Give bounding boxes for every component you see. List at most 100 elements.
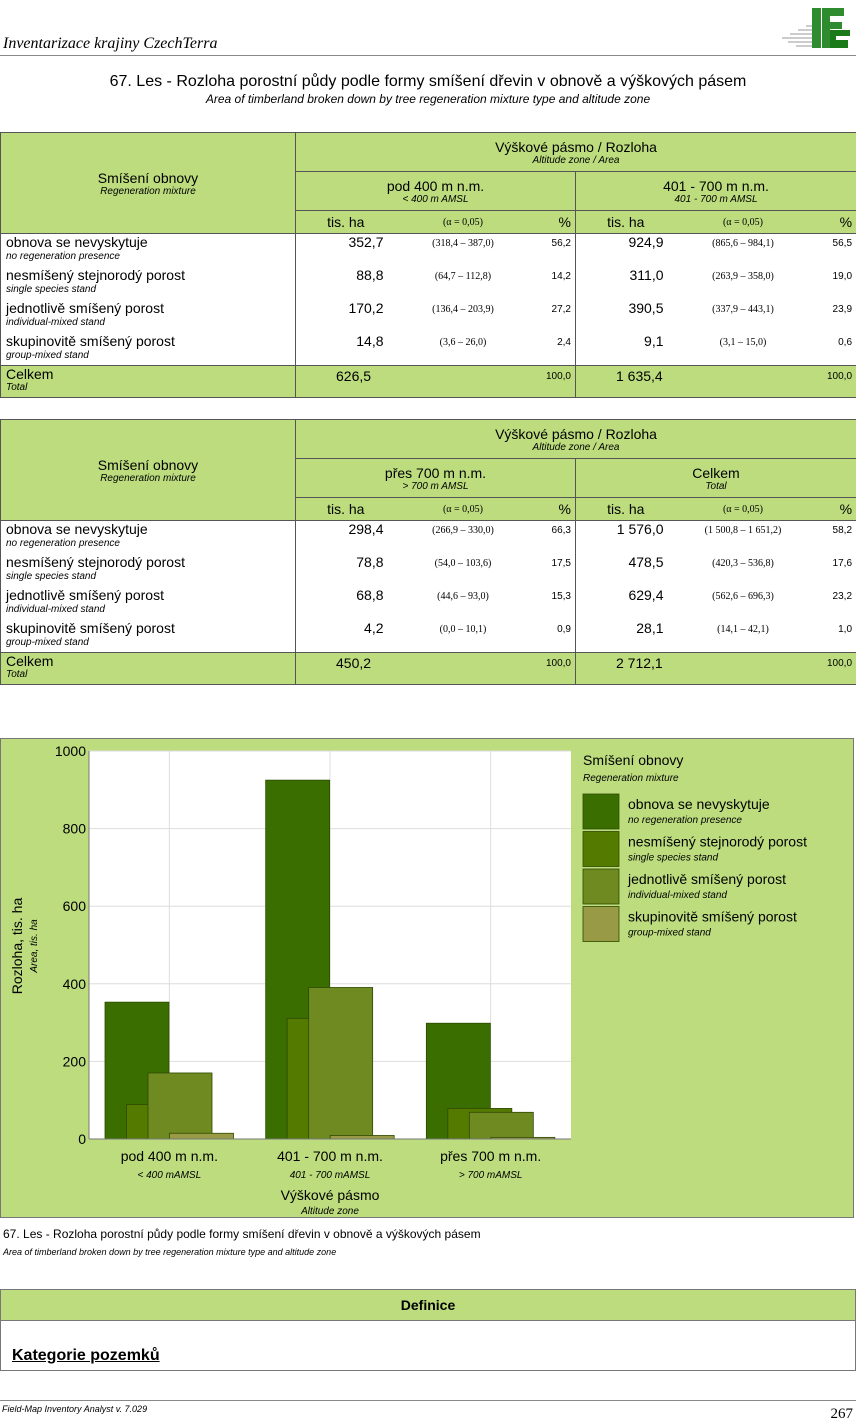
bar-4-1 bbox=[170, 1133, 234, 1139]
software-version: Field-Map Inventory Analyst v. 7.029 bbox=[2, 1404, 147, 1414]
percent-value: 15,3 bbox=[531, 587, 576, 620]
confidence-interval: (337,9 – 443,1) bbox=[676, 300, 811, 333]
y-tick-label: 0 bbox=[78, 1131, 86, 1147]
header-divider bbox=[0, 55, 856, 56]
zone-header: 401 - 700 m n.m.401 - 700 m AMSL bbox=[576, 172, 856, 211]
confidence-interval: (3,6 – 26,0) bbox=[396, 333, 531, 366]
x-axis-title-en: Altitude zone bbox=[300, 1206, 359, 1217]
area-value: 4,2 bbox=[296, 620, 396, 653]
chart-caption: 67. Les - Rozloha porostní půdy podle fo… bbox=[3, 1227, 481, 1241]
legend-label-en: single species stand bbox=[628, 853, 718, 864]
percent-value: 23,9 bbox=[811, 300, 856, 333]
area-value: 14,8 bbox=[296, 333, 396, 366]
percent-header: % bbox=[531, 211, 576, 234]
confidence-interval: (865,6 – 984,1) bbox=[676, 234, 811, 267]
total-percent: 100,0 bbox=[827, 371, 852, 382]
x-axis-title: Výškové pásmo bbox=[281, 1187, 380, 1203]
total-percent: 100,0 bbox=[827, 658, 852, 669]
legend-swatch bbox=[583, 869, 619, 904]
x-tick-label: pod 400 m n.m. bbox=[121, 1148, 218, 1164]
alpha-header: (α = 0,05) bbox=[396, 211, 531, 234]
total-value: 1 635,4 bbox=[616, 368, 663, 384]
total-percent: 100,0 bbox=[546, 371, 571, 382]
y-tick-label: 800 bbox=[63, 821, 87, 837]
footer-divider bbox=[0, 1400, 856, 1401]
confidence-interval: (266,9 – 330,0) bbox=[396, 521, 531, 554]
x-tick-label: přes 700 m n.m. bbox=[440, 1148, 541, 1164]
bar-3-3 bbox=[469, 1112, 533, 1139]
legend-title: Smíšení obnovy bbox=[583, 752, 683, 768]
legend-label-en: no regeneration presence bbox=[628, 815, 742, 826]
percent-value: 56,2 bbox=[531, 234, 576, 267]
ifer-logo bbox=[758, 2, 852, 52]
percent-value: 58,2 bbox=[811, 521, 856, 554]
percent-value: 19,0 bbox=[811, 267, 856, 300]
legend-title-en: Regeneration mixture bbox=[583, 773, 679, 784]
percent-value: 23,2 bbox=[811, 587, 856, 620]
legend-label-en: individual-mixed stand bbox=[628, 890, 727, 901]
confidence-interval: (0,0 – 10,1) bbox=[396, 620, 531, 653]
confidence-interval: (263,9 – 358,0) bbox=[676, 267, 811, 300]
area-value: 352,7 bbox=[296, 234, 396, 267]
y-tick-label: 1000 bbox=[55, 743, 86, 759]
percent-value: 14,2 bbox=[531, 267, 576, 300]
unit-header: tis. ha bbox=[576, 498, 676, 521]
y-tick-label: 600 bbox=[63, 898, 87, 914]
y-tick-label: 400 bbox=[63, 976, 87, 992]
legend-label-en: group-mixed stand bbox=[628, 928, 711, 939]
percent-header: % bbox=[811, 498, 856, 521]
chart-caption-en: Area of timberland broken down by tree r… bbox=[3, 1247, 336, 1257]
legend-label: skupinovitě smíšený porost bbox=[628, 909, 797, 925]
alpha-header: (α = 0,05) bbox=[676, 211, 811, 234]
area-value: 28,1 bbox=[576, 620, 676, 653]
area-value: 1 576,0 bbox=[576, 521, 676, 554]
unit-header: tis. ha bbox=[296, 211, 396, 234]
x-tick-label: 401 - 700 m n.m. bbox=[277, 1148, 383, 1164]
zone-header: pod 400 m n.m.< 400 m AMSL bbox=[296, 172, 576, 211]
unit-header: tis. ha bbox=[296, 498, 396, 521]
percent-header: % bbox=[531, 498, 576, 521]
legend-swatch bbox=[583, 794, 619, 829]
confidence-interval: (136,4 – 203,9) bbox=[396, 300, 531, 333]
confidence-interval: (14,1 – 42,1) bbox=[676, 620, 811, 653]
unit-header: tis. ha bbox=[576, 211, 676, 234]
percent-value: 0,6 bbox=[811, 333, 856, 366]
bar-3-1 bbox=[148, 1073, 212, 1139]
legend-label: jednotlivě smíšený porost bbox=[627, 871, 786, 887]
y-axis-title: Rozloha, tis. ha bbox=[9, 898, 25, 995]
confidence-interval: (562,6 – 696,3) bbox=[676, 587, 811, 620]
percent-value: 1,0 bbox=[811, 620, 856, 653]
header-title: Inventarizace krajiny CzechTerra bbox=[3, 35, 217, 53]
total-value: 2 712,1 bbox=[616, 655, 663, 671]
confidence-interval: (3,1 – 15,0) bbox=[676, 333, 811, 366]
y-tick-label: 200 bbox=[63, 1053, 87, 1069]
total-percent: 100,0 bbox=[546, 658, 571, 669]
page-number: 267 bbox=[831, 1406, 854, 1423]
percent-value: 2,4 bbox=[531, 333, 576, 366]
area-value: 78,8 bbox=[296, 554, 396, 587]
alpha-header: (α = 0,05) bbox=[676, 498, 811, 521]
